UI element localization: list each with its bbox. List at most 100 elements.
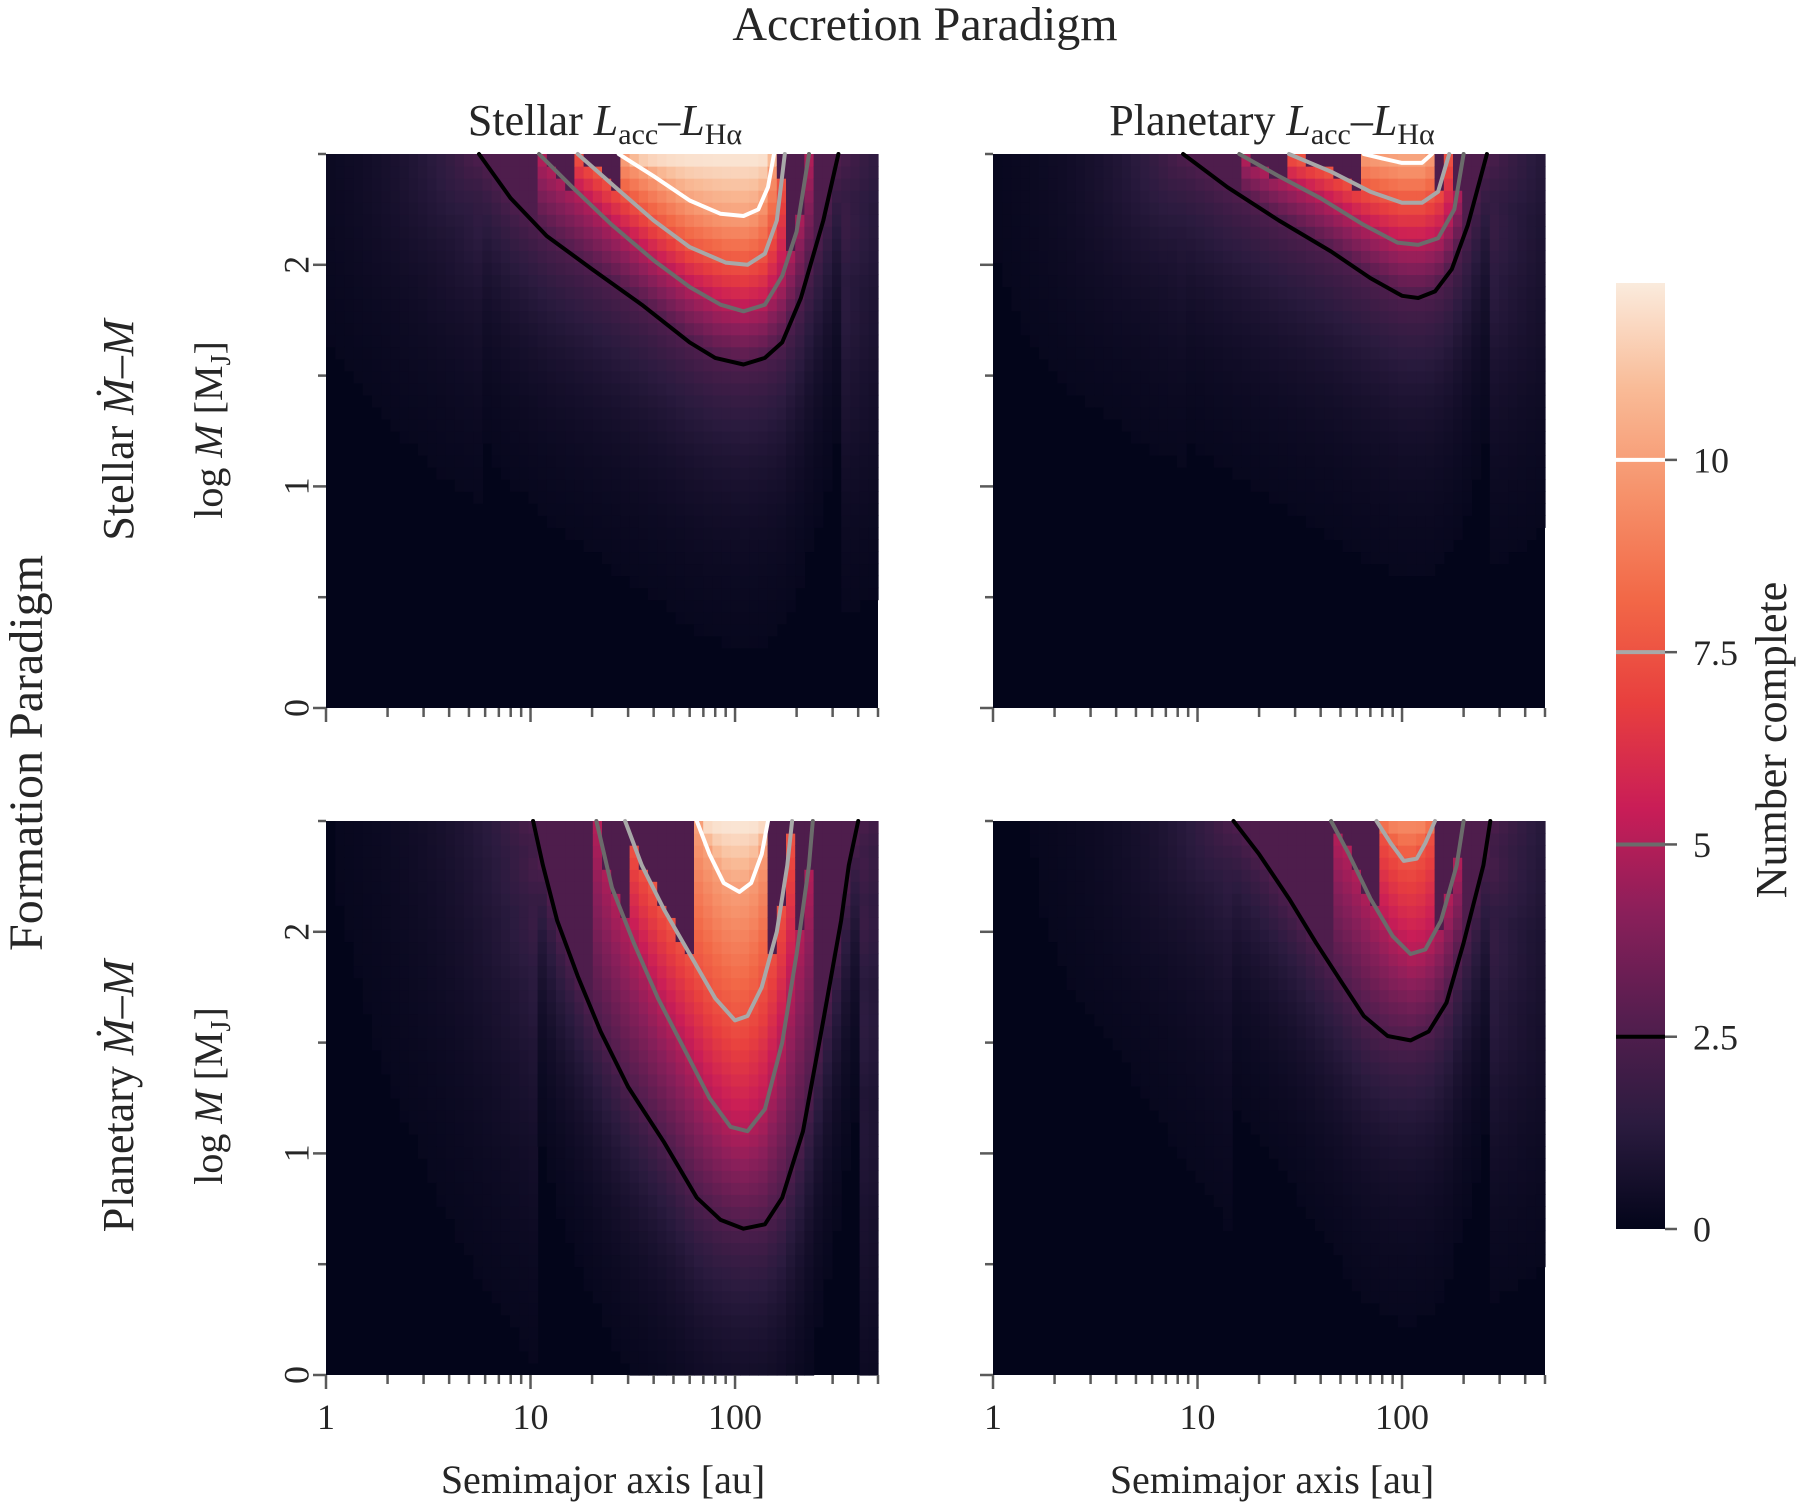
heatmap-cell	[684, 491, 695, 504]
heatmap-cell	[592, 977, 603, 991]
heatmap-cell	[418, 881, 428, 894]
heatmap-cell	[381, 394, 391, 408]
heatmap-cell	[500, 370, 511, 384]
heatmap-cell	[427, 286, 437, 300]
heatmap-cell	[436, 202, 447, 215]
heatmap-cell	[500, 1049, 511, 1063]
heatmap-cell	[859, 154, 870, 167]
heatmap-cell	[776, 587, 787, 601]
heatmap-cell	[1443, 358, 1454, 372]
heatmap-cell	[528, 869, 539, 882]
heatmap-cell	[427, 893, 437, 906]
heatmap-cell	[445, 1146, 456, 1159]
heatmap-cell	[510, 1146, 520, 1159]
heatmap-cell	[510, 214, 520, 227]
heatmap-cell	[611, 929, 621, 943]
heatmap-cell	[675, 893, 686, 906]
heatmap-cell	[666, 1037, 677, 1051]
heatmap-cell	[832, 358, 842, 372]
heatmap-cell	[574, 527, 585, 540]
heatmap-cell	[353, 286, 364, 300]
heatmap-cell	[1186, 202, 1196, 215]
heatmap-cell	[1057, 286, 1068, 300]
heatmap-cell	[694, 382, 704, 396]
heatmap-cell	[1259, 262, 1270, 276]
heatmap-cell	[1517, 370, 1528, 384]
heatmap-cell	[408, 431, 419, 444]
heatmap-cell	[1296, 443, 1307, 456]
heatmap-cell	[1167, 322, 1178, 336]
heatmap-cell	[786, 334, 796, 348]
heatmap-cell	[491, 821, 502, 834]
heatmap-cell	[482, 1158, 493, 1171]
heatmap-cell	[767, 623, 778, 637]
heatmap-cell	[1397, 382, 1408, 396]
heatmap-cell	[786, 394, 796, 408]
heatmap-cell	[694, 539, 704, 553]
heatmap-cell	[638, 929, 649, 943]
heatmap-cell	[390, 953, 401, 967]
heatmap-cell	[1462, 274, 1472, 288]
heatmap-cell	[684, 881, 695, 894]
heatmap-cell	[694, 370, 704, 384]
heatmap-cell	[1075, 358, 1086, 372]
heatmap-cell	[381, 1013, 391, 1027]
heatmap-cell	[445, 406, 456, 420]
heatmap-cell	[519, 1338, 529, 1352]
heatmap-cell	[1241, 214, 1252, 227]
heatmap-cell	[1305, 467, 1316, 480]
heatmap-cell	[326, 262, 336, 276]
heatmap-cell	[675, 202, 686, 215]
heatmap-cell	[1149, 274, 1160, 288]
heatmap-cell	[362, 821, 373, 834]
heatmap-cell	[381, 214, 391, 227]
heatmap-cell	[776, 298, 787, 312]
heatmap-cell	[436, 965, 447, 979]
heatmap-cell	[675, 334, 686, 348]
heatmap-cell	[629, 443, 640, 456]
heatmap-cell	[1158, 382, 1169, 396]
heatmap-cell	[1508, 539, 1518, 553]
heatmap-cell	[611, 467, 621, 480]
heatmap-cell	[740, 479, 750, 492]
heatmap-cell	[1241, 238, 1252, 251]
heatmap-cell	[1269, 418, 1279, 432]
heatmap-cell	[546, 1122, 557, 1135]
heatmap-cell	[1397, 551, 1408, 565]
heatmap-cell	[583, 334, 594, 348]
heatmap-cell	[629, 1194, 640, 1207]
heatmap-cell	[372, 226, 382, 239]
heatmap-cell	[795, 406, 805, 420]
heatmap-cell	[510, 1110, 520, 1123]
heatmap-cell	[445, 431, 456, 444]
heatmap-cell	[454, 178, 465, 191]
heatmap-cell	[1121, 166, 1132, 179]
heatmap-cell	[638, 154, 649, 167]
heatmap-cell	[1085, 238, 1095, 251]
heatmap-cell	[454, 1134, 465, 1147]
heatmap-cell	[1397, 310, 1408, 324]
heatmap-cell	[776, 515, 787, 528]
heatmap-cell	[1140, 154, 1150, 167]
heatmap-cell	[629, 406, 640, 420]
heatmap-cell	[611, 154, 621, 167]
heatmap-cell	[546, 358, 557, 372]
heatmap-cell	[795, 226, 805, 239]
heatmap-cell	[1471, 226, 1482, 239]
heatmap-cell	[666, 370, 677, 384]
heatmap-cell	[767, 491, 778, 504]
heatmap-cell	[822, 382, 833, 396]
heatmap-cell	[537, 845, 548, 858]
heatmap-cell	[776, 202, 787, 215]
heatmap-cell	[556, 154, 566, 167]
heatmap-cell	[1020, 310, 1031, 324]
heatmap-cell	[1002, 226, 1012, 239]
heatmap-cell	[381, 238, 391, 251]
heatmap-cell	[666, 575, 677, 589]
heatmap-cell	[749, 298, 759, 312]
heatmap-cell	[546, 977, 557, 991]
heatmap-cell	[556, 1158, 566, 1171]
heatmap-cell	[491, 953, 502, 967]
heatmap-cell	[841, 310, 851, 324]
heatmap-cell	[859, 274, 870, 288]
